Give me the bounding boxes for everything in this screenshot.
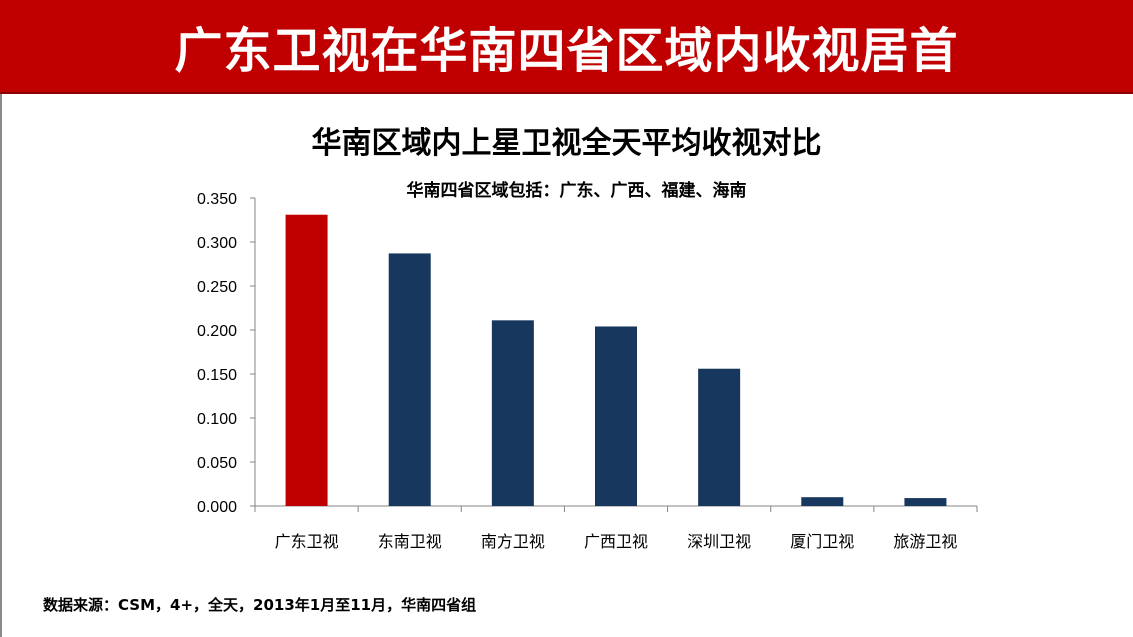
x-category-label: 深圳卫视 <box>687 532 751 551</box>
bar-5 <box>698 368 741 506</box>
title-banner: 广东卫视在华南四省区域内收视居首 <box>0 0 1133 94</box>
x-category-label: 南方卫视 <box>481 532 545 551</box>
x-category-label: 旅游卫视 <box>893 532 957 551</box>
y-tick-label: 0.200 <box>197 323 237 340</box>
y-tick-label: 0.050 <box>197 455 237 472</box>
x-category-label: 广西卫视 <box>584 532 648 551</box>
x-category-label: 东南卫视 <box>378 532 442 551</box>
source-footnote: 数据来源：CSM，4+，全天，2013年1月至11月，华南四省组 <box>43 596 477 614</box>
y-tick-label: 0.300 <box>197 235 237 252</box>
chart-title: 华南区域内上星卫视全天平均收视对比 <box>311 126 822 161</box>
bar-7 <box>904 498 947 506</box>
page-title: 广东卫视在华南四省区域内收视居首 <box>174 23 959 79</box>
y-tick-label: 0.100 <box>197 411 237 428</box>
y-tick-label: 0.000 <box>197 499 237 516</box>
x-category-label: 厦门卫视 <box>790 532 854 551</box>
left-edge-line <box>0 94 2 637</box>
x-category-label: 广东卫视 <box>275 532 339 551</box>
bar-2 <box>388 253 431 506</box>
y-tick-label: 0.150 <box>197 367 237 384</box>
y-tick-label: 0.250 <box>197 279 237 296</box>
chart-subtitle: 华南四省区域包括：广东、广西、福建、海南 <box>406 181 747 201</box>
y-tick-label: 0.350 <box>197 191 237 208</box>
bar-6 <box>801 497 844 506</box>
bar-3 <box>491 320 534 506</box>
bar-1 <box>285 214 328 506</box>
bar-4 <box>595 326 637 506</box>
